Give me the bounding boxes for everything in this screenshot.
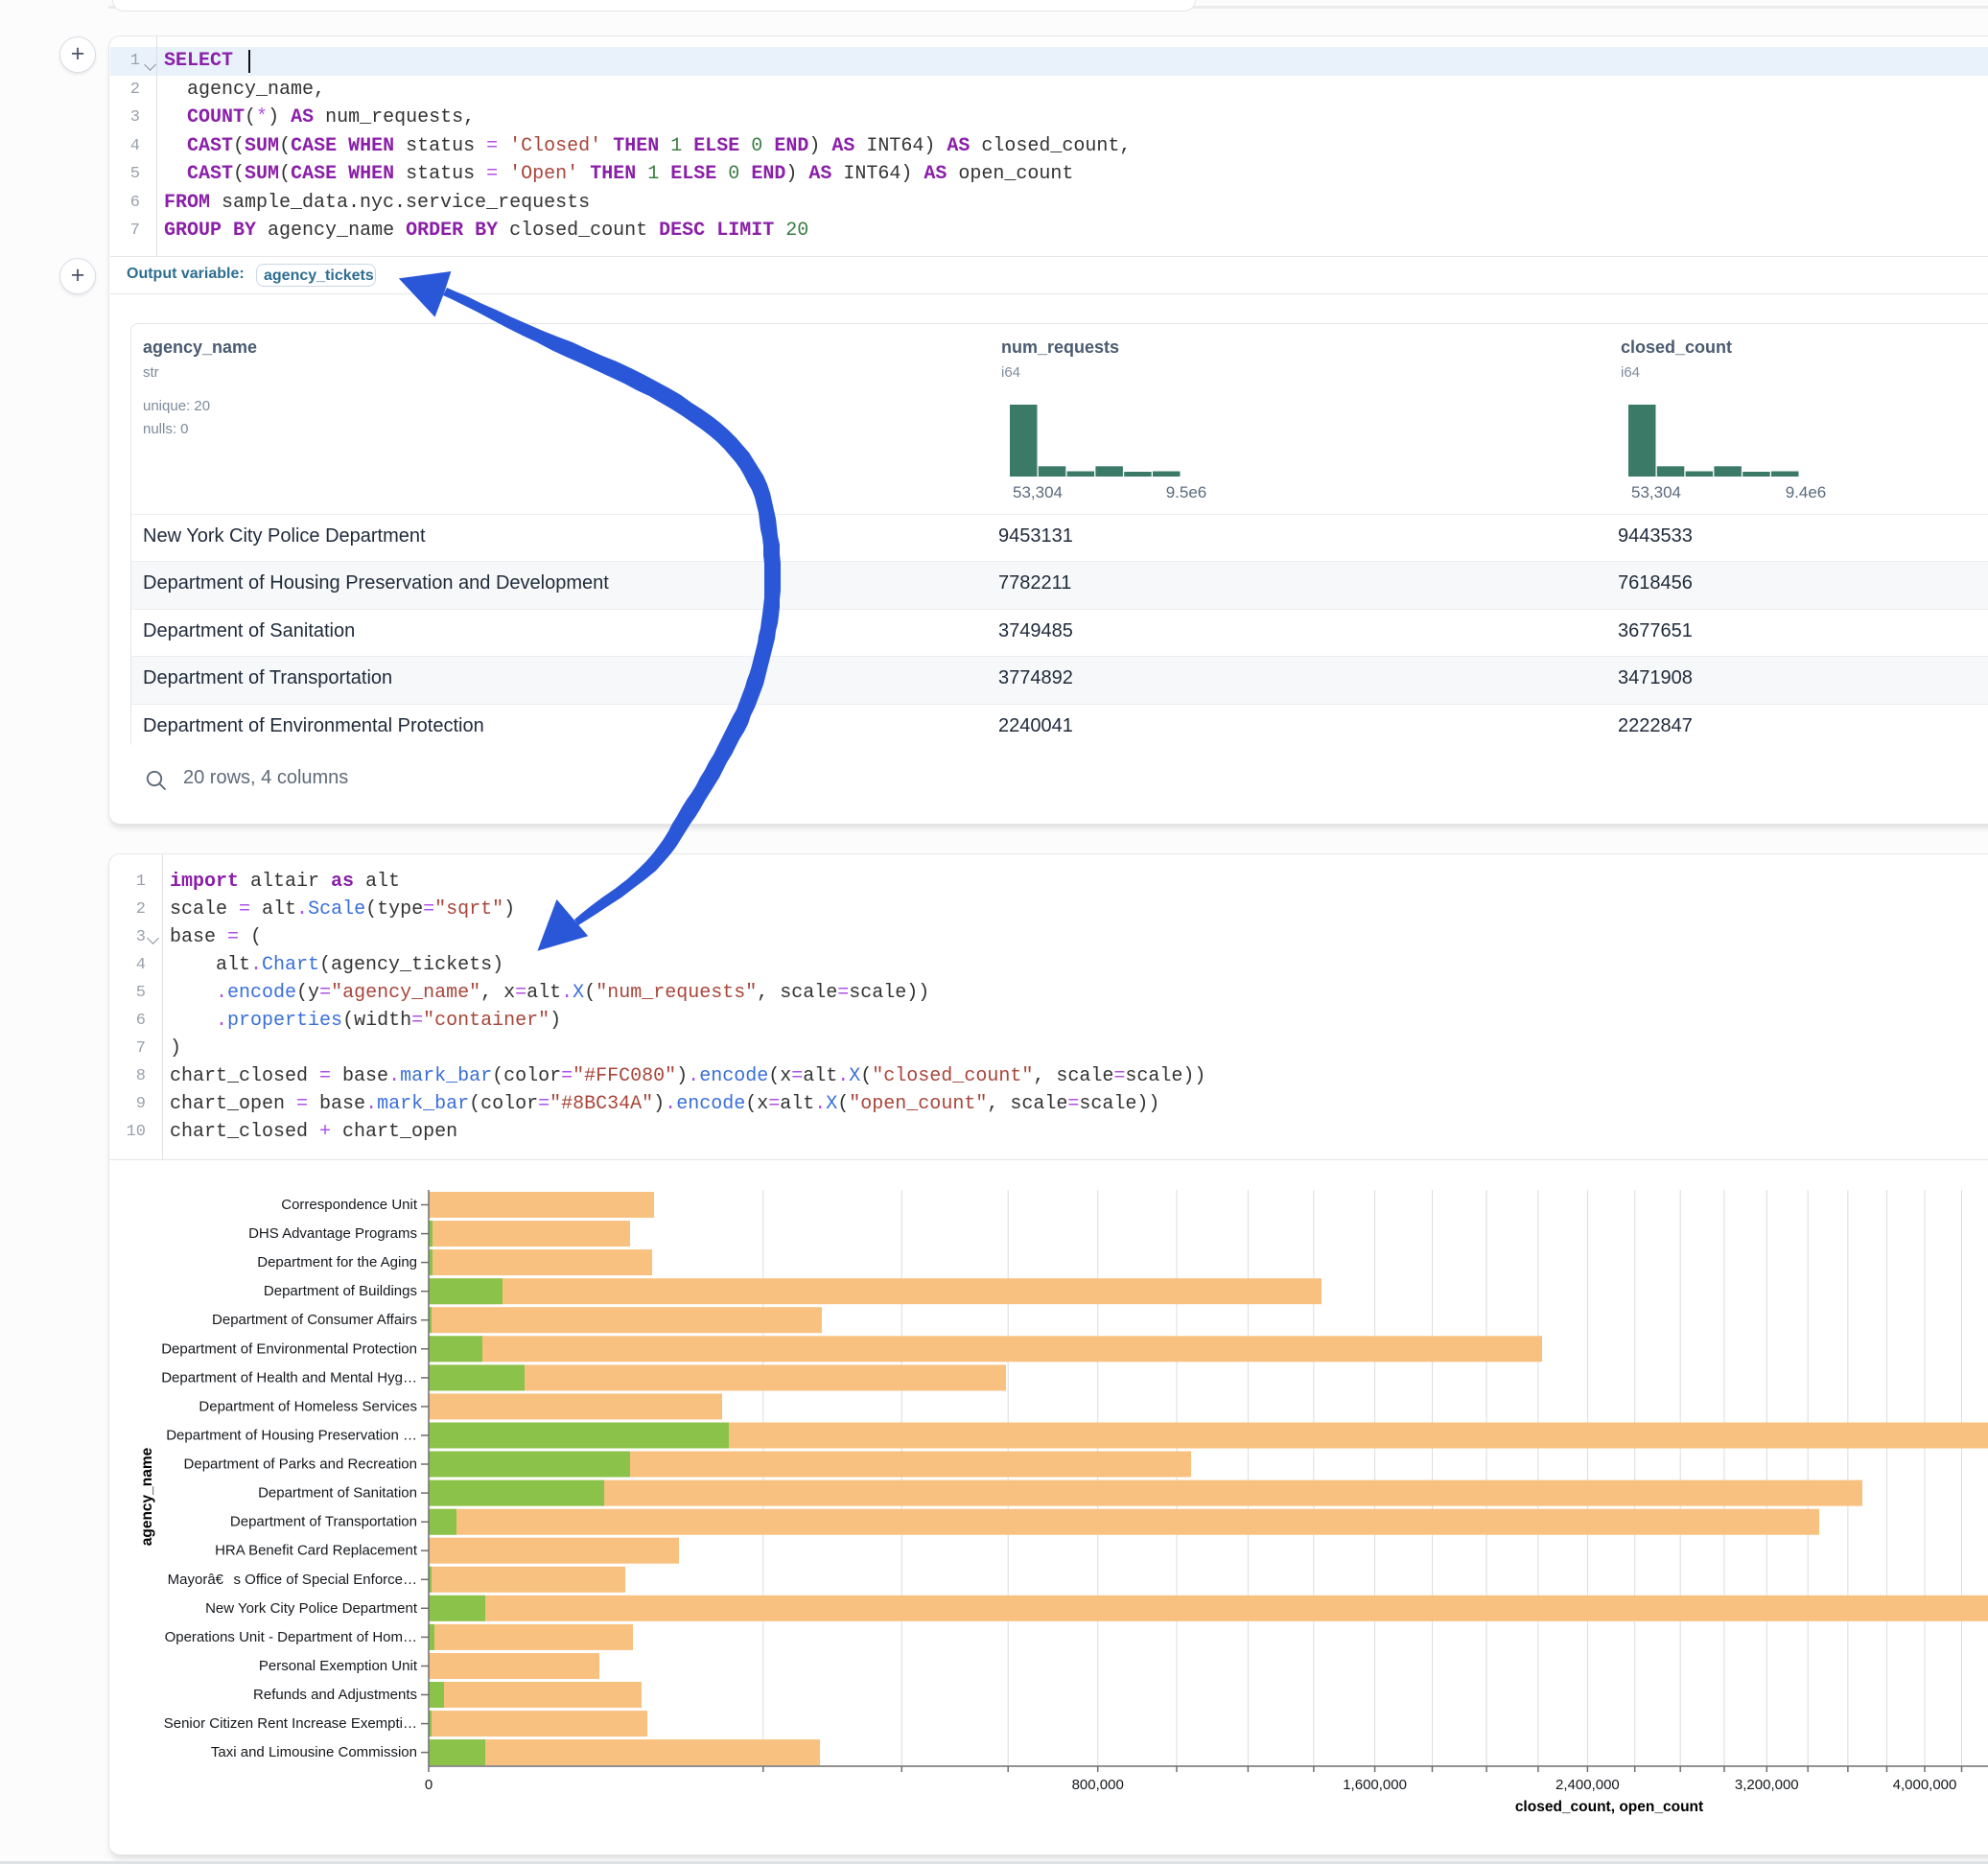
svg-text:Correspondence Unit: Correspondence Unit bbox=[281, 1197, 418, 1213]
svg-text:Department of Sanitation: Department of Sanitation bbox=[258, 1485, 417, 1502]
svg-text:Taxi and Limousine Commission: Taxi and Limousine Commission bbox=[211, 1744, 417, 1760]
svg-text:HRA Benefit Card Replacement: HRA Benefit Card Replacement bbox=[215, 1543, 418, 1559]
svg-text:Mayorâ€ s Office of Special E: Mayorâ€ s Office of Special Enforce… bbox=[168, 1572, 417, 1588]
svg-text:DHS Advantage Programs: DHS Advantage Programs bbox=[248, 1225, 417, 1242]
svg-text:Department of Consumer Affairs: Department of Consumer Affairs bbox=[212, 1312, 417, 1328]
svg-text:Senior Citizen Rent Increase E: Senior Citizen Rent Increase Exempti… bbox=[164, 1715, 417, 1732]
svg-text:3,200,000: 3,200,000 bbox=[1735, 1777, 1799, 1793]
svg-text:Department of Health and Menta: Department of Health and Mental Hyg… bbox=[161, 1369, 417, 1386]
svg-text:Department for the Aging: Department for the Aging bbox=[257, 1254, 417, 1270]
svg-text:2,400,000: 2,400,000 bbox=[1555, 1777, 1620, 1793]
svg-text:Department of Environmental Pr: Department of Environmental Protection bbox=[161, 1340, 417, 1357]
svg-text:Department of Homeless Service: Department of Homeless Services bbox=[199, 1398, 417, 1414]
svg-text:53,304: 53,304 bbox=[1013, 483, 1063, 501]
svg-text:agency_name: agency_name bbox=[139, 1447, 155, 1546]
svg-text:Department of Parks and Recrea: Department of Parks and Recreation bbox=[184, 1456, 417, 1473]
svg-text:Department of Housing Preserva: Department of Housing Preservation … bbox=[166, 1428, 417, 1444]
svg-text:Operations Unit - Department o: Operations Unit - Department of Hom… bbox=[165, 1629, 417, 1645]
svg-text:0: 0 bbox=[425, 1777, 433, 1793]
svg-text:4,000,000: 4,000,000 bbox=[1893, 1777, 1957, 1793]
svg-text:9.5e6: 9.5e6 bbox=[1166, 483, 1207, 501]
svg-text:New York City Police Departmen: New York City Police Department bbox=[205, 1600, 418, 1617]
svg-text:53,304: 53,304 bbox=[1631, 483, 1681, 501]
svg-text:closed_count, open_count: closed_count, open_count bbox=[1515, 1799, 1703, 1815]
svg-text:Refunds and Adjustments: Refunds and Adjustments bbox=[253, 1687, 417, 1703]
svg-text:1,600,000: 1,600,000 bbox=[1343, 1777, 1407, 1793]
svg-text:Personal Exemption Unit: Personal Exemption Unit bbox=[259, 1658, 418, 1674]
svg-text:800,000: 800,000 bbox=[1072, 1777, 1124, 1793]
svg-text:9.4e6: 9.4e6 bbox=[1786, 483, 1827, 501]
svg-text:Department of Transportation: Department of Transportation bbox=[230, 1514, 417, 1530]
svg-text:Department of Buildings: Department of Buildings bbox=[264, 1283, 417, 1299]
